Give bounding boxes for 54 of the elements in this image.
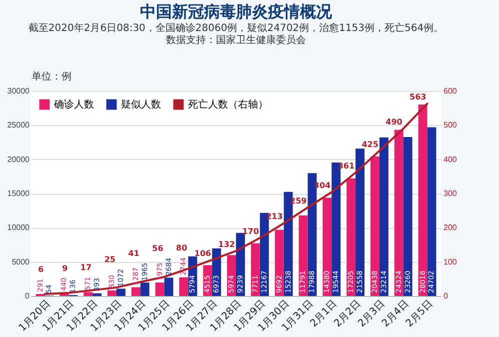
y-axis-title: 单位：例 bbox=[32, 70, 72, 82]
bar bbox=[427, 127, 436, 296]
legend-label: 疑似人数 bbox=[121, 98, 161, 111]
bar bbox=[322, 198, 332, 296]
data-label: 25 bbox=[104, 255, 116, 264]
y2-tick-label: 500 bbox=[444, 120, 458, 130]
bar bbox=[164, 278, 174, 296]
y2-tick-label: 0 bbox=[444, 292, 448, 300]
y-tick-label: 20000 bbox=[7, 154, 30, 164]
y-tick-label: 15000 bbox=[7, 189, 30, 198]
data-label: 80 bbox=[176, 244, 188, 253]
text: 数据支持：国家卫生健康委员会 bbox=[166, 34, 306, 46]
bar bbox=[92, 293, 102, 296]
data-label: 425 bbox=[362, 140, 379, 149]
data-label: 132 bbox=[218, 240, 235, 249]
bar bbox=[131, 287, 140, 296]
y-tick-label: 10000 bbox=[7, 223, 30, 232]
y-tick-label: 5000 bbox=[12, 257, 30, 266]
bar bbox=[418, 104, 428, 296]
legend-label: 死亡人数（右轴） bbox=[188, 98, 268, 111]
y2-tick-label: 100 bbox=[444, 257, 458, 266]
bar bbox=[274, 230, 284, 296]
bar bbox=[250, 243, 260, 296]
y-tick-label: 30000 bbox=[7, 86, 30, 96]
y-tick-label: 0 bbox=[25, 292, 30, 300]
bar bbox=[379, 137, 388, 296]
y2-tick-label: 600 bbox=[444, 86, 458, 96]
data-label: 9 bbox=[62, 264, 68, 273]
bar bbox=[140, 282, 150, 296]
y2-tick-label: 300 bbox=[444, 189, 458, 198]
y2-tick-label: 200 bbox=[444, 223, 458, 232]
bar bbox=[403, 137, 412, 296]
legend-label: 确诊人数 bbox=[53, 98, 94, 111]
data-label: 490 bbox=[386, 118, 403, 127]
bar bbox=[394, 130, 404, 296]
bar bbox=[356, 148, 364, 296]
data-label: 170 bbox=[242, 226, 260, 236]
data-label: 41 bbox=[128, 248, 140, 258]
y-tick-label: 25000 bbox=[7, 120, 30, 130]
bar bbox=[108, 290, 116, 296]
chart-subtitle: 截至2020年2月6日08:30，全国确诊28060例，疑似24702例，治愈1153例，死亡564例。 bbox=[28, 22, 444, 34]
bar bbox=[84, 292, 93, 296]
data-label: 56 bbox=[152, 244, 164, 254]
bar bbox=[179, 277, 188, 296]
data-label: 17 bbox=[80, 262, 92, 272]
y2-tick-label: 400 bbox=[444, 154, 458, 164]
bar bbox=[155, 282, 164, 296]
data-label: 106 bbox=[194, 248, 212, 258]
bar bbox=[346, 178, 356, 296]
bar bbox=[116, 288, 126, 296]
chart-title: 中国新冠病毒肺炎疫情概况 bbox=[140, 2, 333, 21]
data-label: 6 bbox=[38, 264, 44, 274]
bar bbox=[370, 156, 380, 296]
data-label: 563 bbox=[410, 92, 426, 102]
